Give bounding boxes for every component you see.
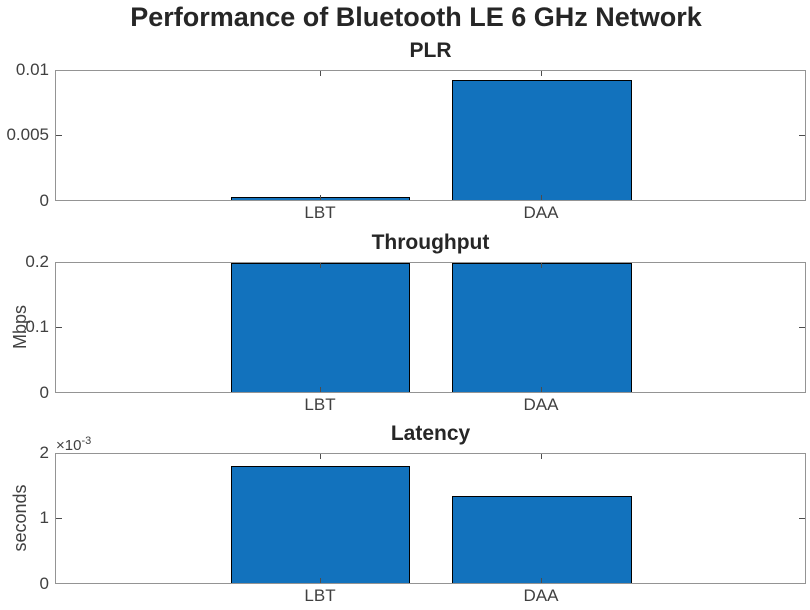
bar-daa <box>452 263 632 392</box>
subplot-throughput-title: Throughput <box>371 231 490 254</box>
x-category-label-daa: DAA <box>523 586 559 605</box>
figure-title: Performance of Bluetooth LE 6 GHz Networ… <box>130 2 702 32</box>
subplot-latency-plot-area <box>55 453 806 584</box>
x-tick-mark <box>540 263 542 268</box>
exponent-base: ×10 <box>56 437 82 454</box>
y-tick-mark <box>56 518 62 519</box>
y-tick-label: 0.01 <box>15 60 49 79</box>
x-tick-mark <box>540 195 542 200</box>
subplot-plr-plot-area <box>55 70 806 201</box>
y-tick-label: 0 <box>39 574 49 593</box>
x-category-label-daa: DAA <box>523 395 559 414</box>
subplot-latency-title: Latency <box>390 422 471 445</box>
exponent-power: -3 <box>81 435 92 447</box>
y-axis-exponent-label: ×10-3 <box>56 435 91 454</box>
x-tick-mark <box>320 387 322 392</box>
x-tick-mark <box>540 71 542 76</box>
y-tick-label: 1 <box>39 508 49 527</box>
y-tick-mark <box>56 135 62 136</box>
y-tick-mark <box>799 135 805 136</box>
y-tick-label: 0 <box>39 191 49 210</box>
x-category-label-daa: DAA <box>523 203 559 222</box>
x-tick-mark <box>320 71 322 76</box>
x-category-label-lbt: LBT <box>304 203 336 222</box>
y-tick-label: 0 <box>39 383 49 402</box>
x-tick-mark <box>540 578 542 583</box>
y-tick-label: 0.2 <box>25 252 49 271</box>
x-tick-mark <box>320 454 322 459</box>
bar-daa <box>452 80 632 200</box>
x-tick-mark <box>320 578 322 583</box>
x-category-label-lbt: LBT <box>304 586 336 605</box>
bar-lbt <box>230 263 410 392</box>
bar-daa <box>452 495 632 583</box>
subplot-plr-title: PLR <box>409 39 452 62</box>
x-tick-mark <box>540 387 542 392</box>
x-tick-mark <box>540 454 542 459</box>
y-tick-label: 0.1 <box>25 317 49 336</box>
subplot-throughput-plot-area <box>55 262 806 393</box>
bar-lbt <box>230 197 410 200</box>
bar-lbt <box>230 465 410 583</box>
x-tick-mark <box>320 263 322 268</box>
x-category-label-lbt: LBT <box>304 395 336 414</box>
y-tick-label: 0.005 <box>6 125 49 144</box>
y-tick-mark <box>799 327 805 328</box>
x-tick-mark <box>320 195 322 200</box>
y-tick-mark <box>56 327 62 328</box>
y-tick-label: 2 <box>39 443 49 462</box>
y-tick-mark <box>799 518 805 519</box>
